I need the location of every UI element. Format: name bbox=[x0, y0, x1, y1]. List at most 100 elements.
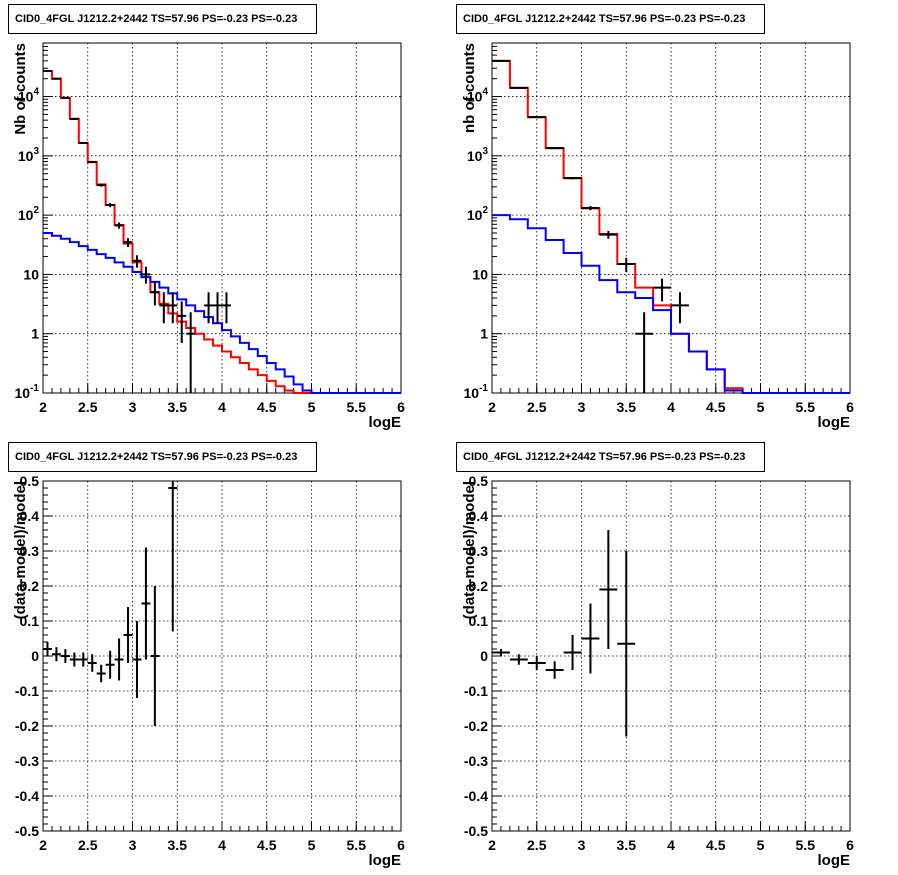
x-axis-label: logE bbox=[369, 414, 402, 431]
y-tick-label: 102 bbox=[467, 205, 489, 223]
y-tick-label: 0.5 bbox=[20, 473, 40, 489]
y-tick-label: -0.3 bbox=[15, 753, 39, 769]
data-point bbox=[563, 635, 582, 670]
x-tick-label: 4 bbox=[218, 837, 226, 853]
y-tick-label: 1 bbox=[480, 326, 488, 342]
data-point bbox=[527, 656, 546, 670]
data-point bbox=[545, 661, 564, 679]
data-point bbox=[60, 649, 70, 663]
y-tick-label: 103 bbox=[18, 146, 40, 164]
chart-title-1: CID0_4FGL J1212.2+2442 TS=57.96 PS=-0.23… bbox=[8, 4, 317, 34]
data-point bbox=[51, 647, 61, 662]
data-point bbox=[105, 203, 115, 208]
y-tick-label: 104 bbox=[18, 87, 40, 105]
plot-frame bbox=[42, 480, 402, 832]
chart-panel-2: 2 2.5 3 3.5 4 4.5 5 5.5 6 10-1 1 10 102 103 104 logE nb … bbox=[461, 42, 854, 431]
x-tick-label: 3 bbox=[578, 837, 586, 853]
data-point bbox=[123, 607, 133, 663]
y-tick-label: 10-1 bbox=[15, 383, 40, 401]
x-axis-label: logE bbox=[369, 852, 402, 869]
data-point bbox=[60, 96, 70, 99]
data-point bbox=[186, 312, 196, 393]
x-tick-label: 2 bbox=[488, 399, 496, 415]
data-point bbox=[87, 654, 97, 672]
data-point bbox=[177, 301, 187, 343]
data-point bbox=[617, 551, 636, 737]
data-point bbox=[132, 255, 142, 268]
data-point bbox=[527, 116, 546, 119]
data-point bbox=[51, 77, 61, 80]
y-tick-label: -0.5 bbox=[464, 823, 488, 839]
y-tick-label: -0.1 bbox=[15, 683, 39, 699]
x-tick-label: 2.5 bbox=[527, 837, 547, 853]
data-point bbox=[168, 292, 178, 324]
chart-title-4: CID0_4FGL J1212.2+2442 TS=57.96 PS=-0.23… bbox=[456, 442, 765, 472]
x-tick-label: 6 bbox=[846, 399, 854, 415]
x-tick-label: 5.5 bbox=[796, 837, 816, 853]
x-axis-label: logE bbox=[818, 414, 851, 431]
y-tick-label: 0.2 bbox=[20, 578, 40, 594]
data-point bbox=[581, 205, 600, 211]
data-point bbox=[78, 141, 88, 144]
data-point bbox=[222, 292, 231, 324]
plot-frame bbox=[491, 480, 851, 832]
data-point bbox=[492, 649, 510, 656]
data-point bbox=[150, 281, 160, 306]
x-tick-label: 3 bbox=[578, 399, 586, 415]
x-axis-label: logE bbox=[818, 852, 851, 869]
data-point bbox=[141, 266, 151, 284]
data-point bbox=[69, 117, 79, 120]
data-point bbox=[69, 652, 79, 667]
y-tick-label: 10 bbox=[23, 266, 39, 282]
y-tick-label: -0.2 bbox=[15, 718, 39, 734]
y-tick-label: 0.4 bbox=[20, 508, 40, 524]
plot-frame bbox=[42, 42, 402, 394]
x-tick-label: 3.5 bbox=[617, 399, 637, 415]
x-tick-label: 5.5 bbox=[796, 399, 816, 415]
x-tick-label: 2 bbox=[488, 837, 496, 853]
x-tick-label: 2 bbox=[39, 837, 47, 853]
data-point bbox=[159, 292, 169, 324]
data-point bbox=[150, 586, 160, 726]
data-point bbox=[213, 292, 222, 324]
data-point bbox=[204, 292, 214, 324]
x-tick-label: 3.5 bbox=[168, 399, 188, 415]
y-tick-label: 0.5 bbox=[469, 473, 489, 489]
y-axis-label: (data-model)/model bbox=[461, 481, 478, 619]
y-tick-label: -0.4 bbox=[464, 788, 488, 804]
x-tick-label: 5 bbox=[757, 837, 765, 853]
data-point bbox=[635, 312, 654, 393]
x-tick-label: 4 bbox=[218, 399, 226, 415]
x-tick-label: 6 bbox=[397, 399, 405, 415]
data-point bbox=[563, 176, 582, 180]
data-point bbox=[141, 547, 151, 660]
data-point bbox=[545, 147, 564, 150]
data-point bbox=[96, 664, 106, 683]
x-tick-label: 4.5 bbox=[706, 837, 726, 853]
data-point bbox=[87, 160, 97, 163]
histogram-series-2 bbox=[43, 231, 401, 394]
x-tick-label: 3.5 bbox=[617, 837, 637, 853]
y-tick-label: 103 bbox=[467, 146, 489, 164]
data-point bbox=[123, 238, 133, 248]
y-tick-label: -0.3 bbox=[464, 753, 488, 769]
data-point bbox=[509, 86, 528, 89]
x-tick-label: 4.5 bbox=[706, 399, 726, 415]
data-point bbox=[653, 278, 671, 302]
data-point bbox=[78, 652, 88, 667]
data-point bbox=[509, 654, 528, 665]
x-tick-label: 4.5 bbox=[257, 399, 277, 415]
x-tick-label: 5 bbox=[308, 399, 316, 415]
y-tick-label: 0.4 bbox=[469, 508, 489, 524]
chart-title-3: CID0_4FGL J1212.2+2442 TS=57.96 PS=-0.23… bbox=[8, 442, 317, 472]
chart-panel-3: 2 2.5 3 3.5 4 4.5 5 5.5 6 -0.5 -0.4 -0.3 -0.2 -0.1 0 0.… bbox=[12, 473, 405, 869]
x-tick-label: 6 bbox=[397, 837, 405, 853]
y-tick-label: -0.1 bbox=[464, 683, 488, 699]
y-tick-label: 0.1 bbox=[469, 613, 489, 629]
data-point bbox=[617, 257, 636, 272]
x-tick-label: 4 bbox=[667, 399, 675, 415]
chart-title-2: CID0_4FGL J1212.2+2442 TS=57.96 PS=-0.23… bbox=[456, 4, 765, 34]
y-tick-label: 104 bbox=[467, 87, 489, 105]
histogram-series-2 bbox=[492, 214, 850, 394]
